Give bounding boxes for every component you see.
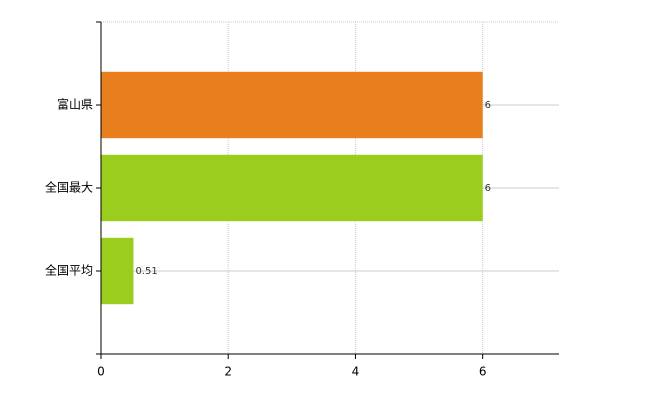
y-tick-label: 富山県 [57, 97, 93, 112]
y-tick-label: 全国平均 [45, 263, 93, 278]
bar [101, 71, 483, 139]
data-label: 6 [485, 183, 491, 194]
x-tick-label: 2 [224, 365, 232, 379]
x-tick-label: 6 [479, 365, 487, 379]
bar [101, 154, 483, 222]
data-label: 0.51 [135, 266, 157, 277]
data-label: 6 [485, 100, 491, 111]
x-tick-label: 4 [352, 365, 360, 379]
y-tick-label: 全国最大 [45, 180, 93, 195]
x-tick-label: 0 [97, 365, 105, 379]
bar [101, 237, 134, 305]
